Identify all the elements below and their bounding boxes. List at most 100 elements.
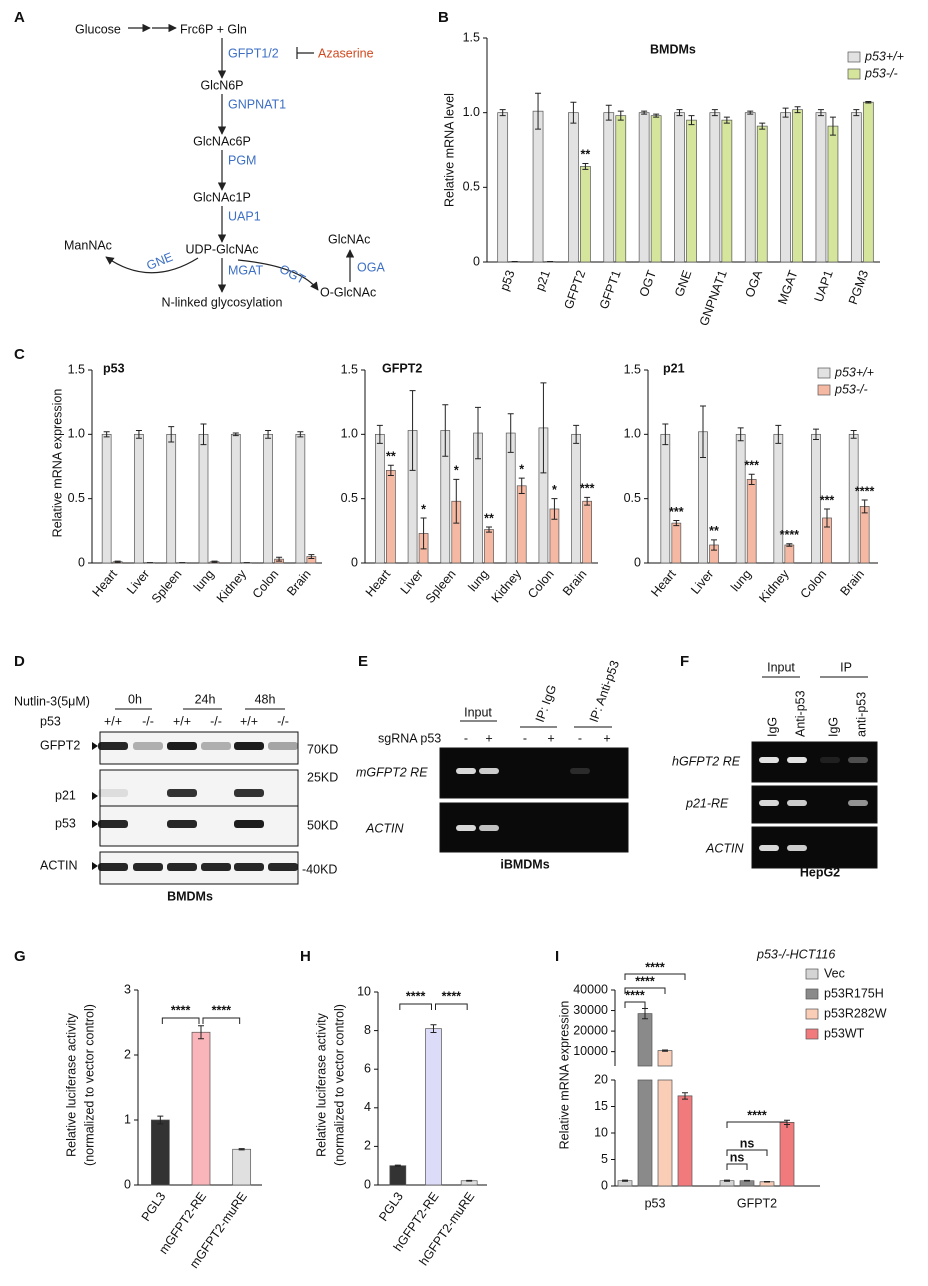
error-bar <box>168 426 175 443</box>
bar <box>375 433 385 564</box>
x-tick-label: lung <box>728 567 754 594</box>
error-bar <box>518 477 525 495</box>
gel-box <box>99 769 299 807</box>
pathway-node: GlcNAc1P <box>193 190 251 204</box>
x-tick-label: Kidney <box>489 566 525 605</box>
panel-label: D <box>14 653 25 670</box>
y-tick-label: 5 <box>601 1152 608 1166</box>
bar <box>191 1031 211 1186</box>
legend-label: p53+/+ <box>864 49 904 63</box>
legend-swatch <box>805 1008 819 1020</box>
error-bar <box>688 115 695 126</box>
y-tick-label: 0 <box>601 1178 608 1192</box>
panel-label: I <box>555 948 559 965</box>
error-bar <box>817 109 824 117</box>
error-bar <box>813 428 819 440</box>
legend-label: p53WT <box>824 1026 865 1040</box>
significance: * <box>552 483 557 497</box>
row-label: p53 <box>55 816 76 830</box>
error-bar <box>499 109 506 117</box>
bar <box>166 433 177 564</box>
gel-band <box>133 863 163 871</box>
significance: *** <box>820 493 835 507</box>
gel-band <box>268 863 298 871</box>
comparison-bracket <box>624 1001 646 1008</box>
panel-label: H <box>300 948 311 965</box>
comparison-bracket <box>726 1149 768 1156</box>
bar <box>603 112 615 263</box>
sgrna-sign: + <box>547 731 554 745</box>
bar <box>425 1028 442 1186</box>
enzyme: PGM <box>228 153 256 167</box>
row-arrow <box>92 862 98 870</box>
error-bar <box>682 1092 688 1100</box>
panel-label: G <box>14 948 26 965</box>
x-tick-label: Heart <box>363 567 394 600</box>
legend-label: p53-/- <box>834 382 868 396</box>
gel-band <box>820 757 840 763</box>
bar <box>150 1119 170 1186</box>
pathway-node: UDP-GlcNAc <box>186 242 259 256</box>
comparison-label: **** <box>212 1003 232 1017</box>
genotype-label: p53 <box>40 714 61 728</box>
x-tick-label: GNPNAT1 <box>697 268 730 327</box>
error-bar <box>700 405 706 458</box>
bar <box>568 112 579 263</box>
genotype: +/+ <box>173 714 191 728</box>
y-tick-label: 2 <box>364 1139 371 1153</box>
error-bar <box>430 1024 437 1034</box>
error-bar <box>723 116 730 124</box>
bar <box>779 1122 795 1187</box>
bar <box>101 433 112 564</box>
y-tick-label: 2 <box>124 1047 131 1061</box>
legend-swatch <box>817 384 831 396</box>
error-bar <box>853 109 860 117</box>
significance: *** <box>744 459 759 473</box>
y-tick-label: 1.5 <box>68 362 85 376</box>
y-axis-label: Relative mRNA level <box>442 93 456 207</box>
inhibitor: Azaserine <box>318 46 374 60</box>
pathway-node: O-GlcNAc <box>320 285 376 299</box>
gel-band <box>167 863 197 871</box>
legend-swatch <box>805 1028 819 1040</box>
bar <box>617 1180 633 1187</box>
error-bar <box>135 429 142 439</box>
row-arrow <box>92 742 98 750</box>
x-tick-label: Spleen <box>149 567 185 606</box>
legend-swatch <box>805 968 819 980</box>
x-tick-label: lung <box>191 567 217 594</box>
gel-band <box>268 742 298 750</box>
enzyme: UAP1 <box>228 209 261 223</box>
error-bar <box>865 100 872 104</box>
bar <box>735 433 746 564</box>
x-tick-label: UAP1 <box>812 268 836 304</box>
group-label: IP: IgG <box>533 683 559 724</box>
comparison-label: **** <box>625 988 645 1002</box>
comparison-label: **** <box>635 974 655 988</box>
y-tick-label: 8 <box>364 1023 371 1037</box>
y-tick-label: 20000 <box>573 1023 608 1037</box>
bar <box>848 433 859 564</box>
panel-label: A <box>14 9 25 26</box>
comparison-bracket <box>624 987 666 994</box>
comparison-label: ns <box>740 1136 755 1150</box>
x-tick-label: OGT <box>637 268 660 299</box>
comparison-label: **** <box>442 989 462 1003</box>
error-bar <box>748 473 755 486</box>
gel-band <box>98 863 128 871</box>
error-bar <box>782 107 789 118</box>
error-bar <box>420 517 427 550</box>
gel-box <box>99 805 299 847</box>
x-tick-label: Liver <box>124 567 152 597</box>
y-tick-label: 0.5 <box>624 491 641 505</box>
comparison-bracket <box>399 1003 432 1010</box>
group-label: IP <box>840 660 852 674</box>
error-bar <box>737 427 744 442</box>
row-label: ACTIN <box>40 858 78 872</box>
error-bar <box>394 1164 401 1167</box>
x-tick-label: Brain <box>560 567 590 598</box>
error-bar <box>475 406 481 460</box>
gel-band <box>759 800 779 806</box>
error-bar <box>114 560 121 563</box>
y-tick-label: 1 <box>124 1112 131 1126</box>
